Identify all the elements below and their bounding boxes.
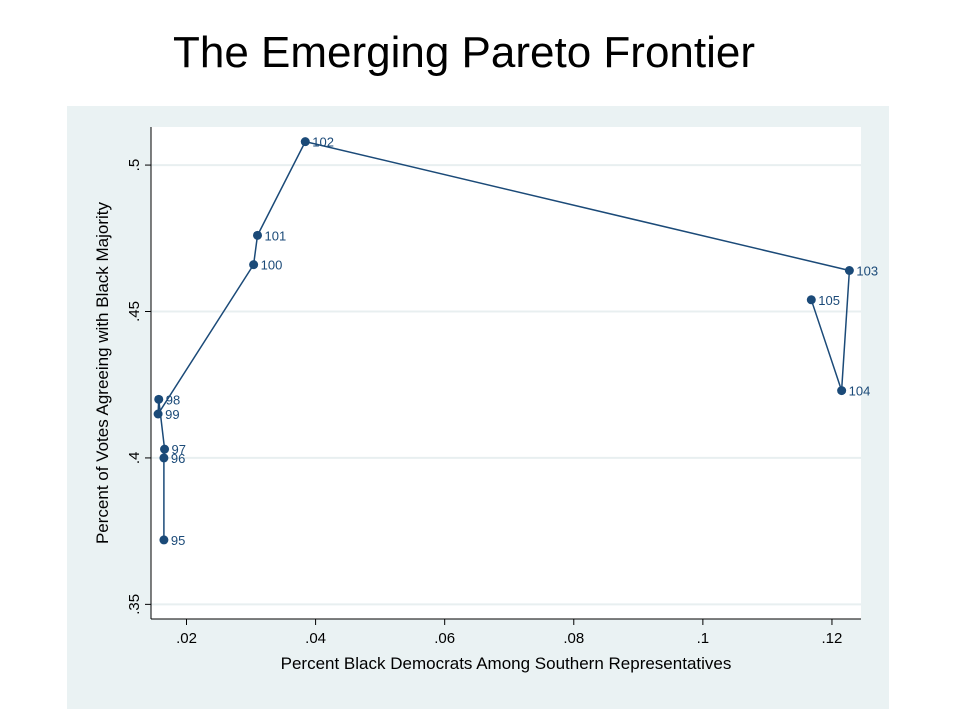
data-point-101 bbox=[253, 230, 262, 240]
x-tick-label: .04 bbox=[305, 630, 326, 647]
point-label-103: 103 bbox=[856, 264, 878, 279]
data-points bbox=[153, 137, 854, 545]
x-tick-label: .12 bbox=[822, 630, 843, 647]
x-tick-label: .08 bbox=[563, 630, 584, 647]
y-tick-label: .4 bbox=[126, 452, 143, 465]
data-point-99 bbox=[153, 409, 163, 419]
axes: .35 .4 .45 .5 .02 .04 .06 .08 .1 .12 bbox=[126, 127, 861, 647]
point-label-99: 99 bbox=[165, 407, 179, 422]
x-tick-label: .06 bbox=[434, 630, 455, 647]
y-axis-title: Percent of Votes Agreeing with Black Maj… bbox=[93, 201, 112, 544]
x-axis-title: Percent Black Democrats Among Southern R… bbox=[281, 654, 732, 673]
point-label-105: 105 bbox=[818, 293, 840, 308]
point-label-100: 100 bbox=[261, 258, 283, 273]
data-point-105 bbox=[806, 295, 816, 305]
data-point-102 bbox=[300, 137, 310, 147]
y-tick-label: .5 bbox=[126, 159, 143, 172]
point-label-95: 95 bbox=[171, 533, 185, 548]
data-point-104 bbox=[837, 386, 847, 396]
data-point-98 bbox=[154, 394, 164, 404]
data-point-95 bbox=[159, 535, 169, 545]
point-label-102: 102 bbox=[312, 135, 334, 150]
data-point-103 bbox=[844, 266, 854, 275]
point-label-97: 97 bbox=[172, 442, 186, 457]
data-point-96 bbox=[159, 453, 169, 463]
data-point-100 bbox=[249, 260, 259, 270]
chart-panel: .35 .4 .45 .5 .02 .04 .06 .08 .1 .12 95 96 97 98 99 10… bbox=[67, 106, 889, 709]
data-point-97 bbox=[160, 444, 170, 454]
grid-lines bbox=[151, 164, 861, 606]
slide-title: The Emerging Pareto Frontier bbox=[172, 28, 756, 77]
y-tick-label: .45 bbox=[126, 301, 143, 322]
x-tick-label: .1 bbox=[697, 630, 710, 647]
x-tick-label: .02 bbox=[176, 630, 197, 647]
point-label-96: 96 bbox=[171, 451, 185, 466]
y-tick-label: .35 bbox=[126, 594, 143, 615]
point-label-98: 98 bbox=[166, 392, 180, 407]
point-label-101: 101 bbox=[265, 228, 287, 243]
point-label-104: 104 bbox=[849, 384, 871, 399]
plot-area bbox=[151, 127, 861, 619]
